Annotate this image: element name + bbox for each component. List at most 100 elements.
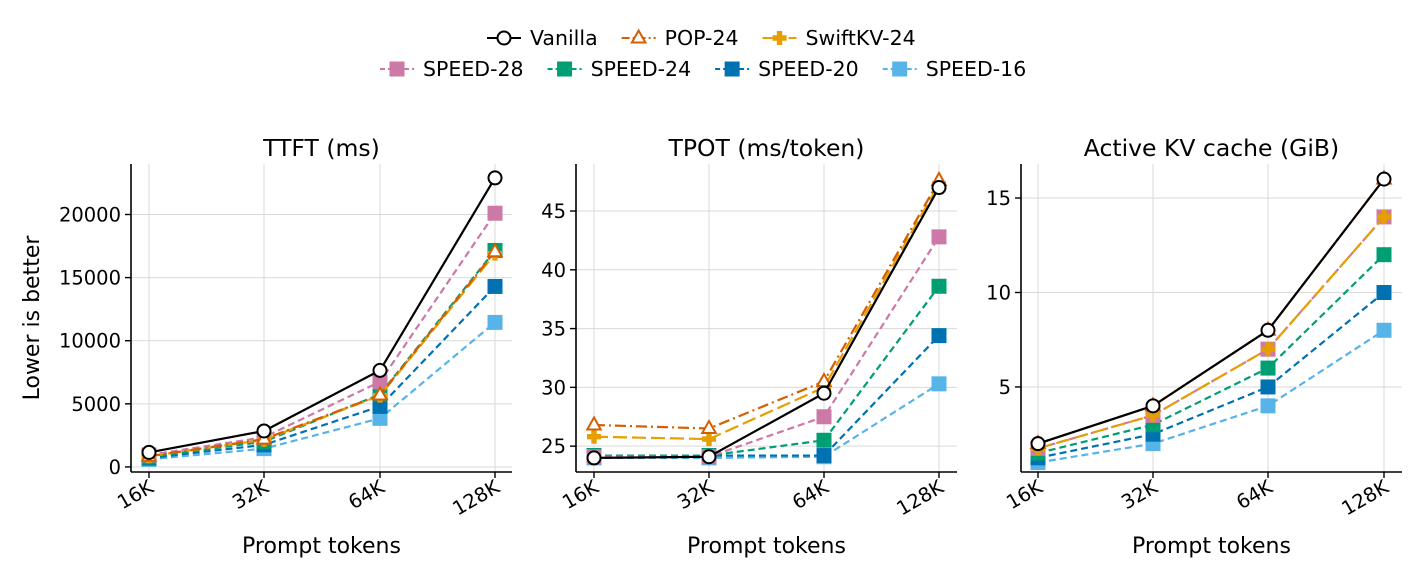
data-point-speed-20 [1260, 379, 1276, 395]
data-point-speed-24 [1376, 247, 1392, 263]
data-point-vanilla [1376, 171, 1392, 187]
series-line-pop-24 [148, 251, 496, 458]
y-tick-label: 10 [986, 281, 1011, 304]
data-point-speed-24 [1260, 360, 1276, 376]
panel-ttft-ms: 0 5000 10000 15000 20000 16K 32K 64K 128K TTFT (m… [20, 134, 512, 559]
data-point-speed-20 [931, 328, 947, 344]
data-point-swiftkv-24 [702, 432, 716, 447]
series-line-pop-24 [1037, 178, 1385, 445]
legend-marker-speed-28 [389, 61, 405, 77]
panel-title: TPOT (ms/token) [668, 134, 865, 162]
x-tick-label: 64K [788, 475, 833, 514]
series-swiftkv-24 [1031, 209, 1391, 456]
data-point-speed-16 [372, 410, 388, 426]
legend-item-pop-24: POP-24 [621, 26, 739, 50]
x-tick-label: 16K [1002, 475, 1047, 514]
series-pop-24 [585, 170, 948, 435]
data-point-vanilla [1145, 398, 1161, 414]
y-tick-label: 30 [541, 376, 566, 399]
y-tick-label: 5 [999, 376, 1011, 399]
x-tick-label: 64K [344, 475, 389, 514]
series-line-speed-28 [148, 212, 496, 457]
y-tick-label: 15000 [59, 267, 121, 290]
data-point-speed-24 [931, 278, 947, 294]
series-line-speed-24 [594, 285, 940, 457]
y-tick-label: 40 [541, 259, 566, 282]
y-tick-label: 0 [109, 456, 121, 479]
data-point-speed-16 [487, 314, 503, 330]
series-vanilla [1030, 171, 1392, 452]
x-tick-label: 32K [1117, 475, 1162, 514]
data-point-vanilla [487, 170, 503, 186]
series-line-speed-20 [148, 285, 496, 460]
legend-label-vanilla: Vanilla [530, 26, 598, 50]
y-tick-label: 35 [541, 318, 566, 341]
series-speed-16 [586, 376, 947, 466]
data-point-speed-28 [487, 205, 503, 221]
panel-title: TTFT (ms) [262, 134, 380, 162]
data-point-speed-28 [372, 374, 388, 390]
series-line-pop-24 [593, 179, 940, 430]
data-point-vanilla [1030, 436, 1046, 452]
legend-label-swiftkv-24: SwiftKV-24 [806, 26, 916, 50]
data-point-vanilla [256, 423, 272, 439]
data-point-swiftkv-24 [587, 429, 601, 444]
legend-marker-swiftkv-24 [772, 31, 787, 45]
y-tick-label: 15 [986, 187, 1011, 210]
series-line-speed-16 [594, 382, 940, 459]
series-line-vanilla [148, 177, 496, 454]
series-line-speed-16 [1037, 329, 1385, 464]
legend-label-speed-20: SPEED-20 [758, 57, 859, 81]
data-point-speed-20 [372, 398, 388, 414]
legend-item-speed-24: SPEED-24 [547, 57, 691, 81]
series-line-swiftkv-24 [1037, 216, 1385, 450]
data-point-vanilla [372, 362, 388, 378]
data-point-speed-20 [487, 278, 503, 294]
series-line-vanilla [1037, 178, 1385, 445]
data-point-pop-24 [486, 242, 504, 258]
data-point-vanilla [141, 444, 157, 460]
legend-item-speed-28: SPEED-28 [380, 57, 524, 81]
x-tick-label: 64K [1232, 475, 1277, 514]
data-point-speed-28 [816, 409, 832, 425]
series-speed-20 [1030, 284, 1392, 466]
data-point-pop-24 [585, 415, 603, 431]
data-point-speed-16 [1260, 398, 1276, 414]
legend-marker-speed-16 [892, 61, 908, 77]
legend-item-speed-20: SPEED-20 [715, 57, 859, 81]
x-tick-label: 32K [673, 475, 718, 514]
data-point-swiftkv-24 [1146, 408, 1160, 423]
y-tick-label: 45 [541, 200, 566, 223]
data-point-vanilla [1260, 322, 1276, 338]
series-pop-24 [1029, 169, 1393, 450]
x-tick-label: 32K [228, 475, 273, 514]
panel-active-kv-cache-gib: 5 10 15 16K 32K 64K 128K Active KV cache (GiB) P… [986, 134, 1402, 559]
data-point-pop-24 [700, 418, 718, 435]
x-tick-label: 128K [893, 475, 949, 521]
legend: Vanilla POP-24 SwiftKV-24 SPEED-28 SPEED-24 S… [380, 26, 1026, 81]
x-axis-label: Prompt tokens [1132, 534, 1291, 559]
legend-marker-vanilla [496, 30, 512, 46]
data-point-vanilla [816, 385, 832, 401]
series-line-speed-28 [1037, 216, 1385, 450]
legend-item-swiftkv-24: SwiftKV-24 [762, 26, 916, 50]
data-point-speed-20 [816, 448, 832, 464]
legend-label-speed-28: SPEED-28 [423, 57, 524, 81]
x-tick-label: 16K [113, 475, 158, 514]
series-line-swiftkv-24 [593, 183, 940, 441]
panel-title: Active KV cache (GiB) [1084, 134, 1339, 162]
data-point-vanilla [931, 180, 947, 196]
x-tick-label: 16K [558, 475, 603, 514]
series-line-speed-24 [1037, 253, 1385, 455]
gridlines [1021, 164, 1402, 472]
series-speed-20 [141, 278, 503, 466]
series-vanilla [141, 170, 503, 460]
panel-tpot-ms-token: 25 30 35 40 45 16K 32K 64K 128K TPOT (ms/token) Pr… [541, 134, 957, 559]
legend-label-pop-24: POP-24 [665, 26, 739, 50]
legend-item-vanilla: Vanilla [487, 26, 598, 50]
data-point-swiftkv-24 [1377, 209, 1391, 224]
x-axis-label: Prompt tokens [687, 534, 846, 559]
series-vanilla [586, 180, 947, 466]
data-point-vanilla [701, 449, 717, 465]
